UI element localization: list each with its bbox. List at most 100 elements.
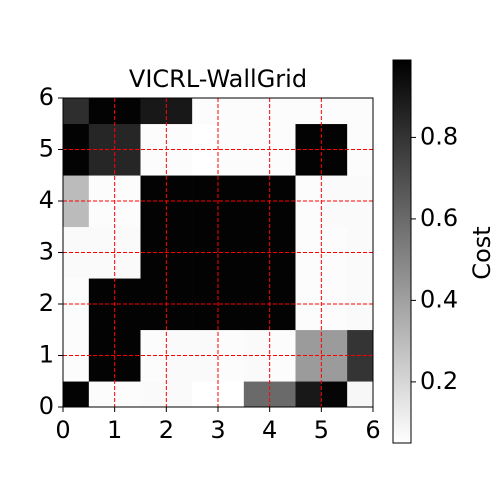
cell [295, 123, 322, 150]
cell [269, 98, 296, 125]
cell [140, 355, 167, 382]
cell [114, 175, 141, 202]
cell [269, 201, 296, 228]
cell [192, 149, 219, 176]
cell [243, 123, 270, 150]
cell [347, 329, 374, 356]
cell [114, 278, 141, 305]
y-tick-label: 3 [39, 238, 54, 266]
cell [295, 98, 322, 125]
cell [166, 149, 193, 176]
overlay: 0 1 2 3 4 5 6 0 1 2 3 4 5 6 [39, 83, 381, 444]
x-tick-label: 3 [210, 416, 225, 444]
cell [88, 252, 115, 279]
y-tick-label: 4 [39, 186, 54, 214]
cell [295, 278, 322, 305]
cell [243, 175, 270, 202]
cell [88, 98, 115, 125]
cell [140, 329, 167, 356]
cell [243, 226, 270, 253]
cell [114, 355, 141, 382]
y-tick-label: 5 [39, 135, 54, 163]
cell [63, 355, 90, 382]
cell [140, 175, 167, 202]
cell [347, 278, 374, 305]
cell [218, 226, 245, 253]
cell [243, 278, 270, 305]
cell [243, 252, 270, 279]
colorbar [392, 59, 412, 444]
cell [269, 381, 296, 408]
cell [321, 304, 348, 331]
cell [321, 355, 348, 382]
cell [166, 201, 193, 228]
cell [140, 252, 167, 279]
cell [295, 355, 322, 382]
cell [63, 278, 90, 305]
cell [166, 98, 193, 125]
x-tick-label: 4 [262, 416, 277, 444]
colorbar-label: Cost [468, 226, 496, 279]
cell [243, 304, 270, 331]
cell [63, 226, 90, 253]
cells [63, 98, 374, 408]
cell [269, 252, 296, 279]
cell [347, 98, 374, 125]
cell [243, 329, 270, 356]
cell [140, 226, 167, 253]
cell [114, 252, 141, 279]
cell [295, 381, 322, 408]
cell [321, 123, 348, 150]
cell [114, 329, 141, 356]
plot-frame [62, 97, 374, 408]
cell [243, 201, 270, 228]
cell [192, 381, 219, 408]
cell [295, 304, 322, 331]
cell [88, 304, 115, 331]
cell [192, 355, 219, 382]
cell [218, 175, 245, 202]
cell [295, 252, 322, 279]
cell [140, 201, 167, 228]
cell [269, 149, 296, 176]
cell [140, 381, 167, 408]
cell [295, 175, 322, 202]
cell [192, 201, 219, 228]
cell [88, 355, 115, 382]
cell [88, 329, 115, 356]
cell [88, 149, 115, 176]
cell [218, 381, 245, 408]
cell [321, 329, 348, 356]
cell [114, 123, 141, 150]
cell [347, 252, 374, 279]
cell [114, 226, 141, 253]
cell [269, 175, 296, 202]
cell [166, 278, 193, 305]
cell [140, 149, 167, 176]
x-tick-label: 6 [365, 416, 380, 444]
cell [88, 278, 115, 305]
cell [192, 304, 219, 331]
cell [347, 149, 374, 176]
cell [243, 98, 270, 125]
cell [243, 381, 270, 408]
cell [63, 175, 90, 202]
colorbar-tick-label: 0.6 [420, 204, 458, 232]
cell [63, 98, 90, 125]
cell [88, 201, 115, 228]
x-tick-label: 2 [159, 416, 174, 444]
cell [166, 304, 193, 331]
cell [347, 123, 374, 150]
cell [295, 329, 322, 356]
y-tick-label: 6 [39, 83, 54, 111]
cell [114, 304, 141, 331]
cell [347, 226, 374, 253]
cell [295, 201, 322, 228]
cell [114, 149, 141, 176]
cell [218, 201, 245, 228]
cell [347, 201, 374, 228]
cell [269, 304, 296, 331]
cell [321, 381, 348, 408]
cell [321, 278, 348, 305]
